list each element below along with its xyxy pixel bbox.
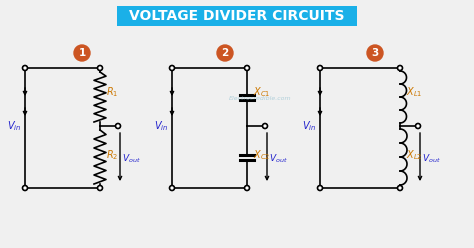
Circle shape <box>318 186 322 190</box>
Text: $X_{C2}$: $X_{C2}$ <box>253 148 270 162</box>
Text: $X_{L2}$: $X_{L2}$ <box>406 148 422 162</box>
Text: $R_1$: $R_1$ <box>106 85 118 99</box>
Text: $X_{L1}$: $X_{L1}$ <box>406 85 422 99</box>
Circle shape <box>217 45 233 61</box>
Text: $R_2$: $R_2$ <box>106 148 118 162</box>
Circle shape <box>263 124 267 128</box>
Circle shape <box>245 186 249 190</box>
Text: 1: 1 <box>78 48 86 58</box>
Text: $V_{out}$: $V_{out}$ <box>422 153 441 165</box>
Text: $V_{in}$: $V_{in}$ <box>7 119 21 133</box>
Circle shape <box>170 65 174 70</box>
Text: $V_{in}$: $V_{in}$ <box>301 119 316 133</box>
Text: $X_{C1}$: $X_{C1}$ <box>253 85 271 99</box>
Text: $V_{in}$: $V_{in}$ <box>154 119 168 133</box>
Text: 2: 2 <box>221 48 228 58</box>
Text: VOLTAGE DIVIDER CIRCUITS: VOLTAGE DIVIDER CIRCUITS <box>129 9 345 23</box>
Circle shape <box>416 124 420 128</box>
Circle shape <box>245 65 249 70</box>
FancyBboxPatch shape <box>117 6 357 26</box>
Circle shape <box>170 186 174 190</box>
Circle shape <box>98 65 102 70</box>
Circle shape <box>98 186 102 190</box>
Circle shape <box>116 124 120 128</box>
Circle shape <box>367 45 383 61</box>
Circle shape <box>398 65 402 70</box>
Circle shape <box>74 45 90 61</box>
Circle shape <box>318 65 322 70</box>
Text: $V_{out}$: $V_{out}$ <box>122 153 141 165</box>
Circle shape <box>398 186 402 190</box>
Text: Electrocredible.com: Electrocredible.com <box>228 95 292 100</box>
Circle shape <box>22 65 27 70</box>
Text: $V_{out}$: $V_{out}$ <box>269 153 288 165</box>
Circle shape <box>22 186 27 190</box>
Text: 3: 3 <box>371 48 379 58</box>
